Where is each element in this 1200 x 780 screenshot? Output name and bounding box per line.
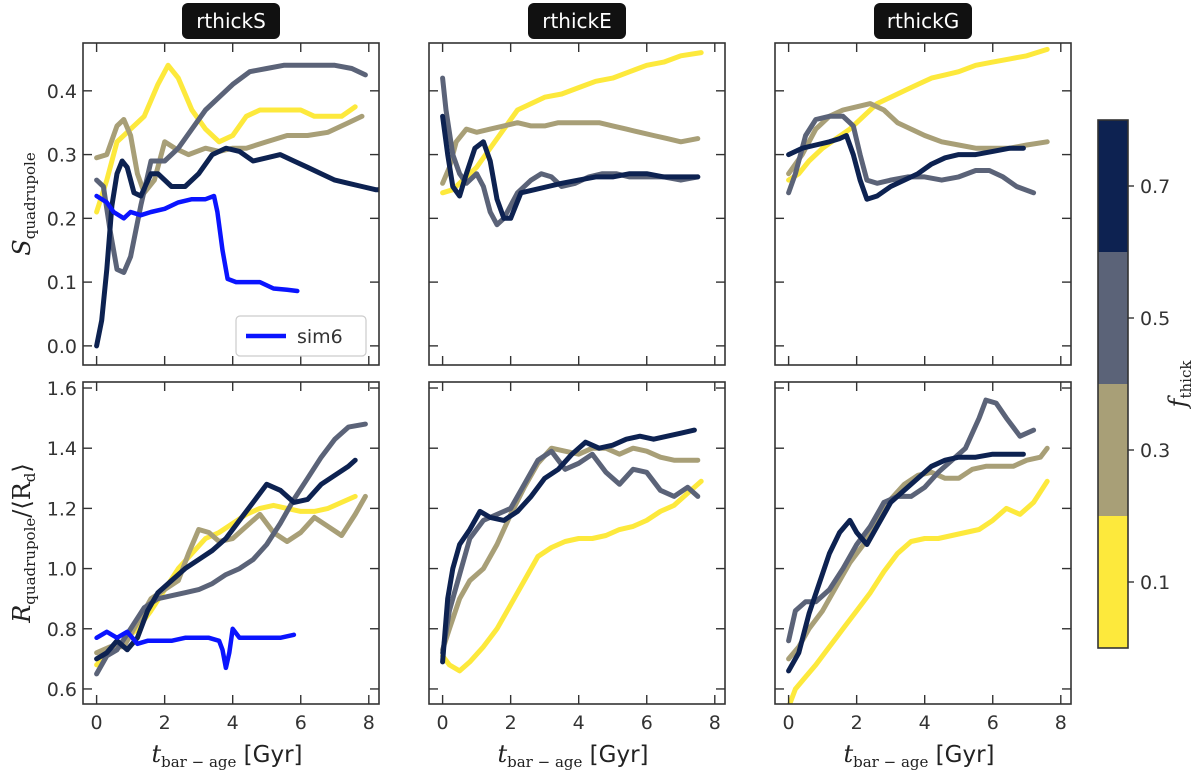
series-fthick-0.7 bbox=[786, 451, 1026, 674]
series-fthick-0.7 bbox=[440, 427, 697, 665]
x-tick-label: 6 bbox=[987, 712, 999, 734]
panel-series bbox=[94, 62, 379, 349]
series-fthick-0.1 bbox=[440, 478, 704, 674]
panel-r1-c1: 0 2 4 6 8 bbox=[428, 381, 726, 734]
series-sim6 bbox=[94, 626, 297, 671]
column-titles: rthickS rthickE rthickG bbox=[182, 3, 972, 39]
x-tick-label: 4 bbox=[919, 712, 931, 734]
column-title: rthickE bbox=[542, 9, 612, 33]
y-tick-label: 0.1 bbox=[47, 272, 77, 294]
colorbar-tick-label: 0.7 bbox=[1140, 176, 1170, 198]
y-tick-label: 0.0 bbox=[47, 336, 77, 358]
x-tick-label: 4 bbox=[227, 712, 239, 734]
panel-r1-c2: 0 2 4 6 8 bbox=[774, 381, 1072, 734]
x-tick-label: 6 bbox=[295, 712, 307, 734]
x-tick-label: 8 bbox=[709, 712, 721, 734]
series-fthick-0.1 bbox=[94, 62, 358, 215]
y-axis-label-bottom: Rquadrupole/⟨Rd⟩ bbox=[8, 463, 39, 624]
x-tick-label: 0 bbox=[91, 712, 103, 734]
colorbar-segment bbox=[1098, 120, 1128, 252]
series-fthick-0.5 bbox=[440, 448, 701, 656]
x-tick-label: 6 bbox=[641, 712, 653, 734]
colorbar: 0.1 0.3 0.5 0.7 fthick bbox=[1097, 119, 1195, 649]
series-fthick-0.5 bbox=[94, 421, 368, 677]
colorbar-label: fthick bbox=[1164, 360, 1195, 410]
x-tick-label: 2 bbox=[851, 712, 863, 734]
y-axis-label-top: Squadrupole bbox=[8, 152, 39, 256]
y-tick-label: 0.3 bbox=[47, 145, 77, 167]
legend-label: sim6 bbox=[297, 326, 343, 348]
panel-r1-c0: 0 2 4 6 8 0.6 0.8 1.0 1.2 1.4 1.6 bbox=[47, 378, 380, 734]
legend: sim6 bbox=[235, 315, 367, 357]
y-tick-label: 1.0 bbox=[47, 559, 77, 581]
colorbar-frame bbox=[1097, 119, 1129, 649]
x-tick-label: 2 bbox=[505, 712, 517, 734]
series-fthick-0.3 bbox=[786, 101, 1050, 177]
x-tick-label: 0 bbox=[783, 712, 795, 734]
y-tick-label: 1.2 bbox=[47, 498, 77, 520]
panel-series bbox=[786, 46, 1050, 202]
column-title: rthickS bbox=[196, 9, 266, 33]
colorbar-tick-label: 0.1 bbox=[1140, 572, 1170, 594]
axis-labels: tbar − age [Gyr] tbar − age [Gyr] tbar − a… bbox=[8, 152, 995, 771]
colorbar-segment bbox=[1098, 252, 1128, 384]
panel-r0-c2 bbox=[774, 42, 1072, 366]
x-tick-label: 4 bbox=[573, 712, 585, 734]
panel-frame bbox=[774, 381, 1072, 705]
y-tick-label: 0.8 bbox=[47, 619, 77, 641]
panel-frame bbox=[774, 42, 1072, 366]
y-tick-label: 0.6 bbox=[47, 679, 77, 701]
series-fthick-0.3 bbox=[440, 445, 701, 653]
colorbar-segment bbox=[1098, 384, 1128, 516]
colorbar-tick-label: 0.3 bbox=[1140, 440, 1170, 462]
panel-frame bbox=[428, 381, 726, 705]
series-fthick-0.5 bbox=[786, 113, 1037, 196]
series-fthick-0.7 bbox=[94, 457, 358, 662]
y-tick-label: 1.4 bbox=[47, 438, 77, 460]
panel-series bbox=[94, 421, 368, 677]
y-tick-label: 0.2 bbox=[47, 208, 77, 230]
column-title-badge bbox=[874, 3, 972, 39]
column-title-badge bbox=[528, 3, 626, 39]
y-tick-label: 0.4 bbox=[47, 81, 77, 103]
series-fthick-0.7 bbox=[94, 145, 379, 349]
series-fthick-0.3 bbox=[440, 120, 701, 186]
series-fthick-0.1 bbox=[440, 50, 704, 196]
series-fthick-0.3 bbox=[94, 113, 365, 196]
series-fthick-0.5 bbox=[94, 62, 368, 275]
series-fthick-0.5 bbox=[786, 397, 1037, 644]
panel-r0-c1 bbox=[428, 42, 726, 366]
x-axis-label: tbar − age [Gyr] bbox=[497, 740, 648, 771]
panel-frame bbox=[82, 42, 380, 366]
series-sim6 bbox=[94, 193, 300, 294]
column-title: rthickG bbox=[887, 9, 959, 33]
x-axis-label: tbar − age [Gyr] bbox=[843, 740, 994, 771]
x-tick-label: 8 bbox=[363, 712, 375, 734]
series-fthick-0.7 bbox=[440, 113, 701, 221]
legend-box bbox=[235, 315, 367, 357]
x-tick-label: 2 bbox=[159, 712, 171, 734]
series-fthick-0.5 bbox=[440, 75, 701, 228]
panels-layer: 0.0 0.1 0.2 0.3 0.4 sim6 0 2 4 6 8 0.6 0.8 1.0 1.2 1.4 1… bbox=[47, 42, 1072, 734]
series-fthick-0.1 bbox=[786, 46, 1050, 183]
x-tick-label: 8 bbox=[1055, 712, 1067, 734]
panel-series bbox=[786, 397, 1050, 704]
x-axis-label: tbar − age [Gyr] bbox=[151, 740, 302, 771]
panel-series bbox=[440, 427, 704, 674]
panel-frame bbox=[82, 381, 380, 705]
panel-series bbox=[440, 50, 704, 228]
colorbar-segment bbox=[1098, 516, 1128, 648]
series-fthick-0.1 bbox=[787, 478, 1050, 704]
x-tick-label: 0 bbox=[437, 712, 449, 734]
colorbar-tick-label: 0.5 bbox=[1140, 308, 1170, 330]
panel-r0-c0: 0.0 0.1 0.2 0.3 0.4 sim6 bbox=[47, 42, 380, 366]
column-title-badge bbox=[182, 3, 280, 39]
series-fthick-0.7 bbox=[786, 133, 1026, 202]
y-tick-label: 1.6 bbox=[47, 378, 77, 400]
panel-frame bbox=[428, 42, 726, 366]
